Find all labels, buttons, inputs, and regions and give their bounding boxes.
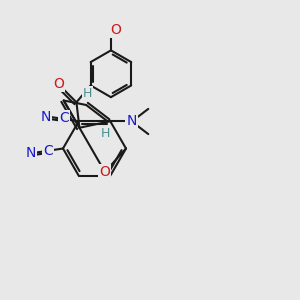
Text: O: O [110,23,121,37]
Text: O: O [100,165,110,179]
Text: O: O [53,77,64,91]
Text: C: C [59,111,69,125]
Text: H: H [101,127,110,140]
Text: N: N [41,110,51,124]
Text: N: N [127,114,137,128]
Text: N: N [25,146,35,160]
Text: C: C [43,144,53,158]
Text: H: H [83,87,92,100]
